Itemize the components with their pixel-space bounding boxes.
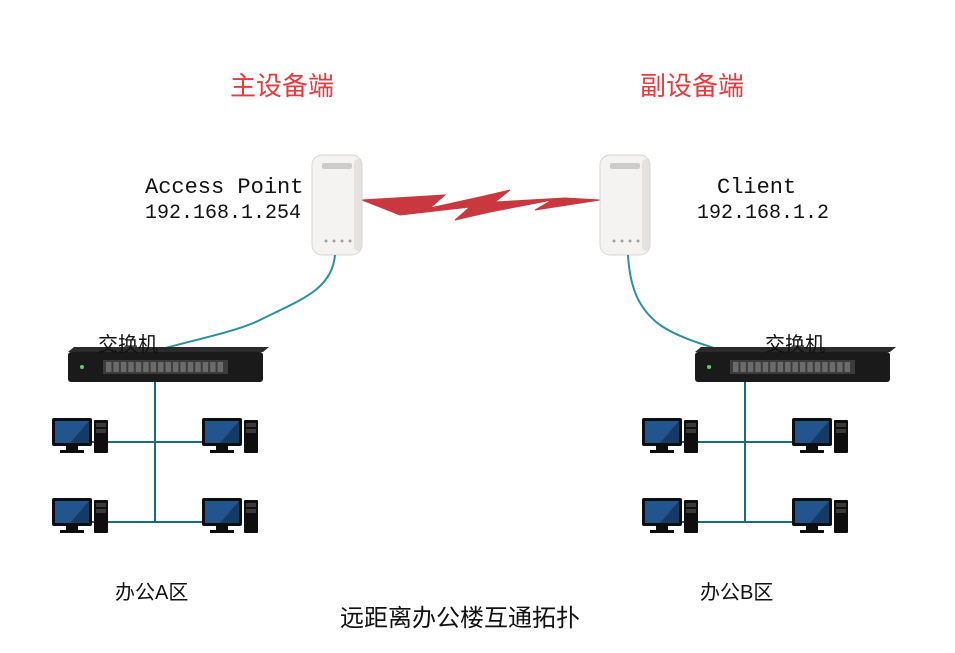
cpe-access-point <box>312 155 362 255</box>
label-client_ip: 192.168.1.2 <box>697 202 829 225</box>
net-lines-left <box>80 382 230 522</box>
pc-a-1 <box>52 418 108 453</box>
label-switch_l: 交换机 <box>98 328 158 357</box>
pc-a-3 <box>52 498 108 533</box>
pc-b-3 <box>642 498 698 533</box>
label-zone_b: 办公B区 <box>700 576 773 605</box>
wireless-link-lightning <box>362 190 600 220</box>
pc-a-4 <box>202 498 258 533</box>
pc-a-2 <box>202 418 258 453</box>
label-caption: 远距离办公楼互通拓扑 <box>340 598 580 633</box>
pc-b-2 <box>792 418 848 453</box>
label-zone_a: 办公A区 <box>115 576 188 605</box>
label-switch_r: 交换机 <box>765 328 825 357</box>
label-ap_ip: 192.168.1.254 <box>145 202 301 225</box>
label-client_name: Client <box>717 175 796 200</box>
cable-right <box>628 255 730 354</box>
cable-left <box>150 255 335 354</box>
pc-b-1 <box>642 418 698 453</box>
label-left_title: 主设备端 <box>230 66 334 103</box>
net-lines-right <box>670 382 820 522</box>
pc-b-4 <box>792 498 848 533</box>
label-right_title: 副设备端 <box>640 66 744 103</box>
cpe-client <box>600 155 650 255</box>
label-ap_name: Access Point <box>145 175 303 200</box>
diagram-canvas <box>0 0 955 653</box>
